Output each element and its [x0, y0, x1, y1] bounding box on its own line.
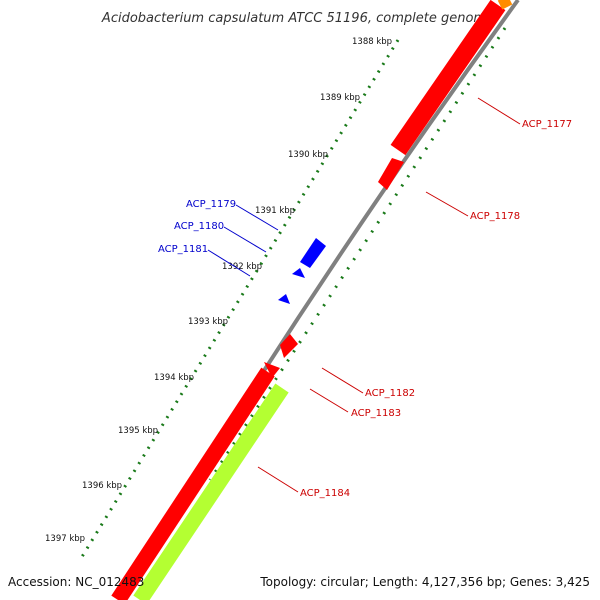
- gene-label-acp-1177[interactable]: ACP_1177: [522, 119, 572, 130]
- tick-label: 1389 kbp: [320, 93, 360, 103]
- tick-label: 1397 kbp: [45, 534, 85, 544]
- gene-label-acp-1178[interactable]: ACP_1178: [470, 211, 520, 222]
- gene-label-acp-1179[interactable]: ACP_1179: [186, 199, 236, 210]
- tick-label: 1390 kbp: [288, 150, 328, 160]
- tick-label: 1394 kbp: [154, 373, 194, 383]
- tick-label: 1392 kbp: [222, 262, 262, 272]
- map-title: Acidobacterium capsulatum ATCC 51196, co…: [101, 11, 494, 26]
- outer-tick-ring: [78, 39, 400, 561]
- tick-label: 1393 kbp: [188, 317, 228, 327]
- gene-acp-1181[interactable]: [278, 294, 290, 304]
- gene-label-acp-1183[interactable]: ACP_1183: [351, 408, 401, 419]
- tick-label: 1388 kbp: [352, 37, 392, 47]
- gene-acp-1182[interactable]: [280, 334, 298, 358]
- accession-label: Accession: NC_012483: [8, 575, 144, 589]
- gene-acp-1178[interactable]: [378, 158, 404, 190]
- inner-tick-ring: [208, 27, 507, 481]
- gene-label-acp-1181[interactable]: ACP_1181: [158, 244, 208, 255]
- gene-orange-fragment: [497, 0, 513, 10]
- gene-acp-1177[interactable]: [390, 0, 506, 156]
- tick-labels: 1388 kbp 1389 kbp 1390 kbp 1391 kbp 1392…: [45, 37, 392, 544]
- gene-label-acp-1180[interactable]: ACP_1180: [174, 221, 224, 232]
- gene-acp-1180[interactable]: [292, 268, 305, 278]
- gene-acp-1179[interactable]: [300, 238, 326, 268]
- tick-label: 1395 kbp: [118, 426, 158, 436]
- left-gene-labels: ACP_1179 ACP_1180 ACP_1181: [158, 199, 279, 277]
- right-gene-labels: ACP_1177 ACP_1178 ACP_1182 ACP_1183 ACP_…: [257, 97, 572, 499]
- gene-label-acp-1184[interactable]: ACP_1184: [300, 488, 350, 499]
- tick-label: 1391 kbp: [255, 206, 295, 216]
- gene-acp-1183[interactable]: [111, 367, 275, 600]
- gene-acp-1184[interactable]: [133, 383, 289, 600]
- tick-label: 1396 kbp: [82, 481, 122, 491]
- gene-label-acp-1182[interactable]: ACP_1182: [365, 388, 415, 399]
- topology-summary: Topology: circular; Length: 4,127,356 bp…: [259, 575, 590, 589]
